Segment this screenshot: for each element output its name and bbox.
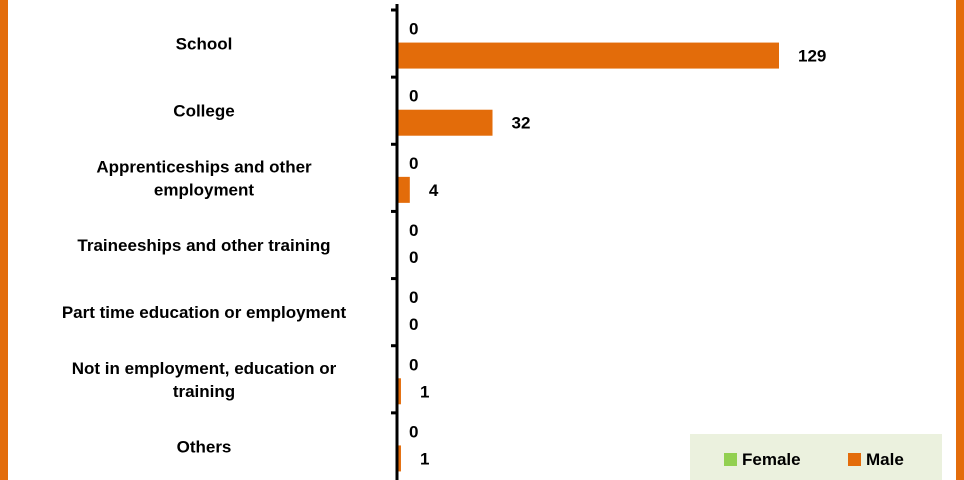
legend-swatch bbox=[848, 453, 861, 466]
value-label-male: 129 bbox=[798, 47, 826, 66]
category-label: Traineeships and other training bbox=[77, 236, 330, 255]
category-label-line: Apprenticeships and other bbox=[96, 157, 312, 176]
category-axis bbox=[391, 4, 399, 480]
value-label-male: 1 bbox=[420, 382, 429, 401]
category-label-line: College bbox=[173, 102, 234, 121]
category-label: Part time education or employment bbox=[62, 303, 347, 322]
bar-male bbox=[398, 445, 401, 472]
bar-male bbox=[398, 176, 410, 203]
value-label-female: 0 bbox=[409, 154, 418, 173]
value-label-male: 4 bbox=[429, 181, 439, 200]
value-label-female: 0 bbox=[409, 422, 418, 441]
category-label: College bbox=[173, 102, 234, 121]
legend-label: Male bbox=[866, 450, 904, 469]
category-label: Not in employment, education or training bbox=[72, 359, 337, 401]
value-label-female: 0 bbox=[409, 288, 418, 307]
value-label-male: 0 bbox=[409, 248, 418, 267]
bar-male bbox=[398, 42, 779, 69]
value-label-male: 1 bbox=[420, 449, 429, 468]
value-label-female: 0 bbox=[409, 221, 418, 240]
legend-swatch bbox=[724, 453, 737, 466]
category-label-line: Not in employment, education or bbox=[72, 359, 337, 378]
category-label-line: Traineeships and other training bbox=[77, 236, 330, 255]
bar-chart: School College Apprenticeships and other em… bbox=[62, 4, 942, 480]
bars bbox=[398, 42, 779, 472]
legend: Female Male bbox=[690, 434, 942, 480]
bar-male bbox=[398, 109, 493, 136]
category-label-line: employment bbox=[154, 180, 254, 199]
category-label: School bbox=[176, 35, 233, 54]
category-labels: School College Apprenticeships and other em… bbox=[62, 35, 347, 457]
value-label-female: 0 bbox=[409, 355, 418, 374]
category-label-line: training bbox=[173, 382, 235, 401]
value-label-male: 32 bbox=[512, 114, 531, 133]
legend-label: Female bbox=[742, 450, 801, 469]
value-label-male: 0 bbox=[409, 315, 418, 334]
category-label: Apprenticeships and other employment bbox=[96, 157, 312, 199]
bar-male bbox=[398, 378, 401, 405]
value-label-female: 0 bbox=[409, 20, 418, 39]
category-label-line: School bbox=[176, 35, 233, 54]
category-label-line: Others bbox=[177, 437, 232, 456]
category-label-line: Part time education or employment bbox=[62, 303, 347, 322]
value-label-female: 0 bbox=[409, 87, 418, 106]
category-label: Others bbox=[177, 437, 232, 456]
